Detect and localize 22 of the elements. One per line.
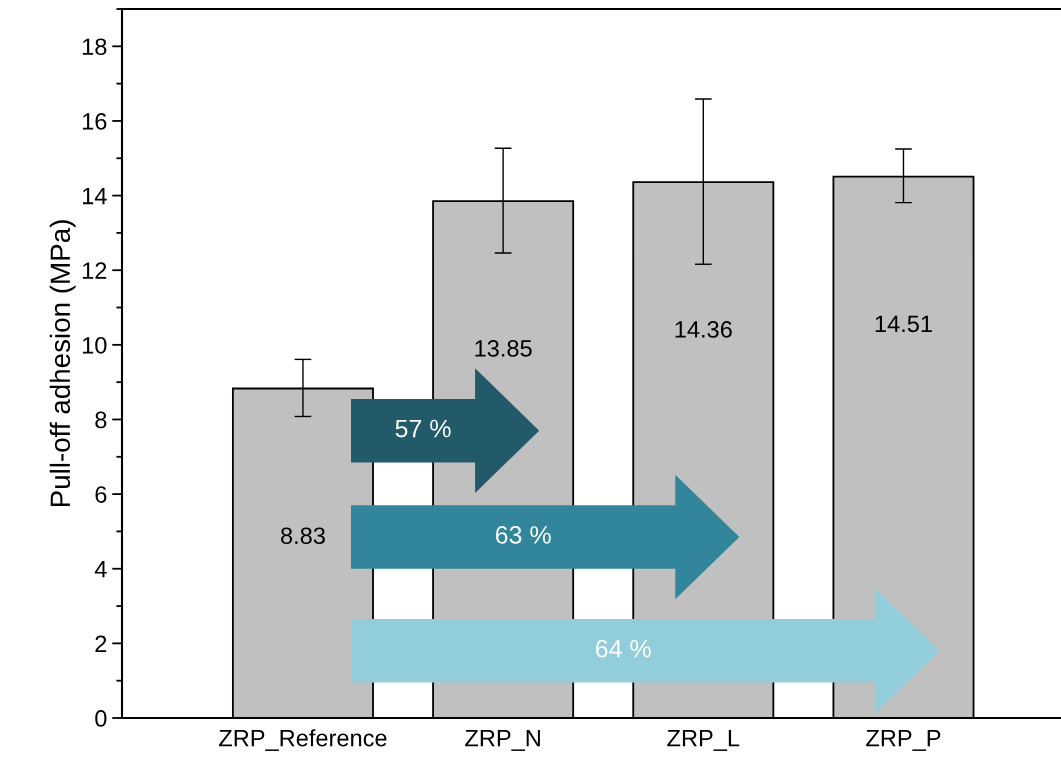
data-label: 13.85 <box>475 340 532 357</box>
y-tick-label: 10 <box>82 336 107 354</box>
x-tick-label: ZRP_Reference <box>219 729 387 751</box>
data-label: 8.83 <box>281 527 325 545</box>
annotation: 64 % <box>596 639 651 658</box>
y-tick-label: 16 <box>82 113 107 130</box>
data-label: 14.36 <box>675 321 732 338</box>
y-tick-label: 14 <box>82 187 107 205</box>
y-tick-label: 12 <box>82 262 107 279</box>
annotation: 63 % <box>495 526 551 544</box>
x-tick-label: ZRP_N <box>465 729 540 751</box>
y-tick-label: 6 <box>95 486 107 503</box>
y-tick-label: 0 <box>95 710 107 727</box>
y-tick-label: 8 <box>95 411 107 429</box>
x-tick-label: ZRP_L <box>667 729 740 751</box>
data-label: 14.51 <box>875 315 932 333</box>
y-tick-label: 2 <box>95 635 107 652</box>
y-tick-label: 4 <box>94 561 107 578</box>
x-tick-label: ZRP_P <box>866 729 941 751</box>
y-tick-label: 18 <box>82 38 107 56</box>
y-axis-title: Pull-off adhesion (MPa) <box>49 220 76 507</box>
annotation: 57 % <box>395 419 451 438</box>
